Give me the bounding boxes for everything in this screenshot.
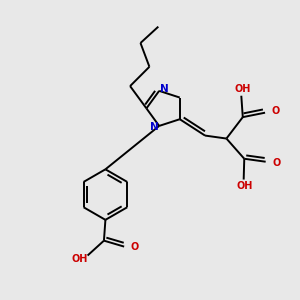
Text: O: O	[272, 106, 280, 116]
Text: OH: OH	[71, 254, 87, 264]
Text: N: N	[160, 84, 168, 94]
Text: O: O	[272, 158, 281, 168]
Text: OH: OH	[237, 181, 253, 191]
Text: O: O	[131, 242, 139, 252]
Text: OH: OH	[235, 84, 251, 94]
Text: N: N	[150, 122, 159, 131]
